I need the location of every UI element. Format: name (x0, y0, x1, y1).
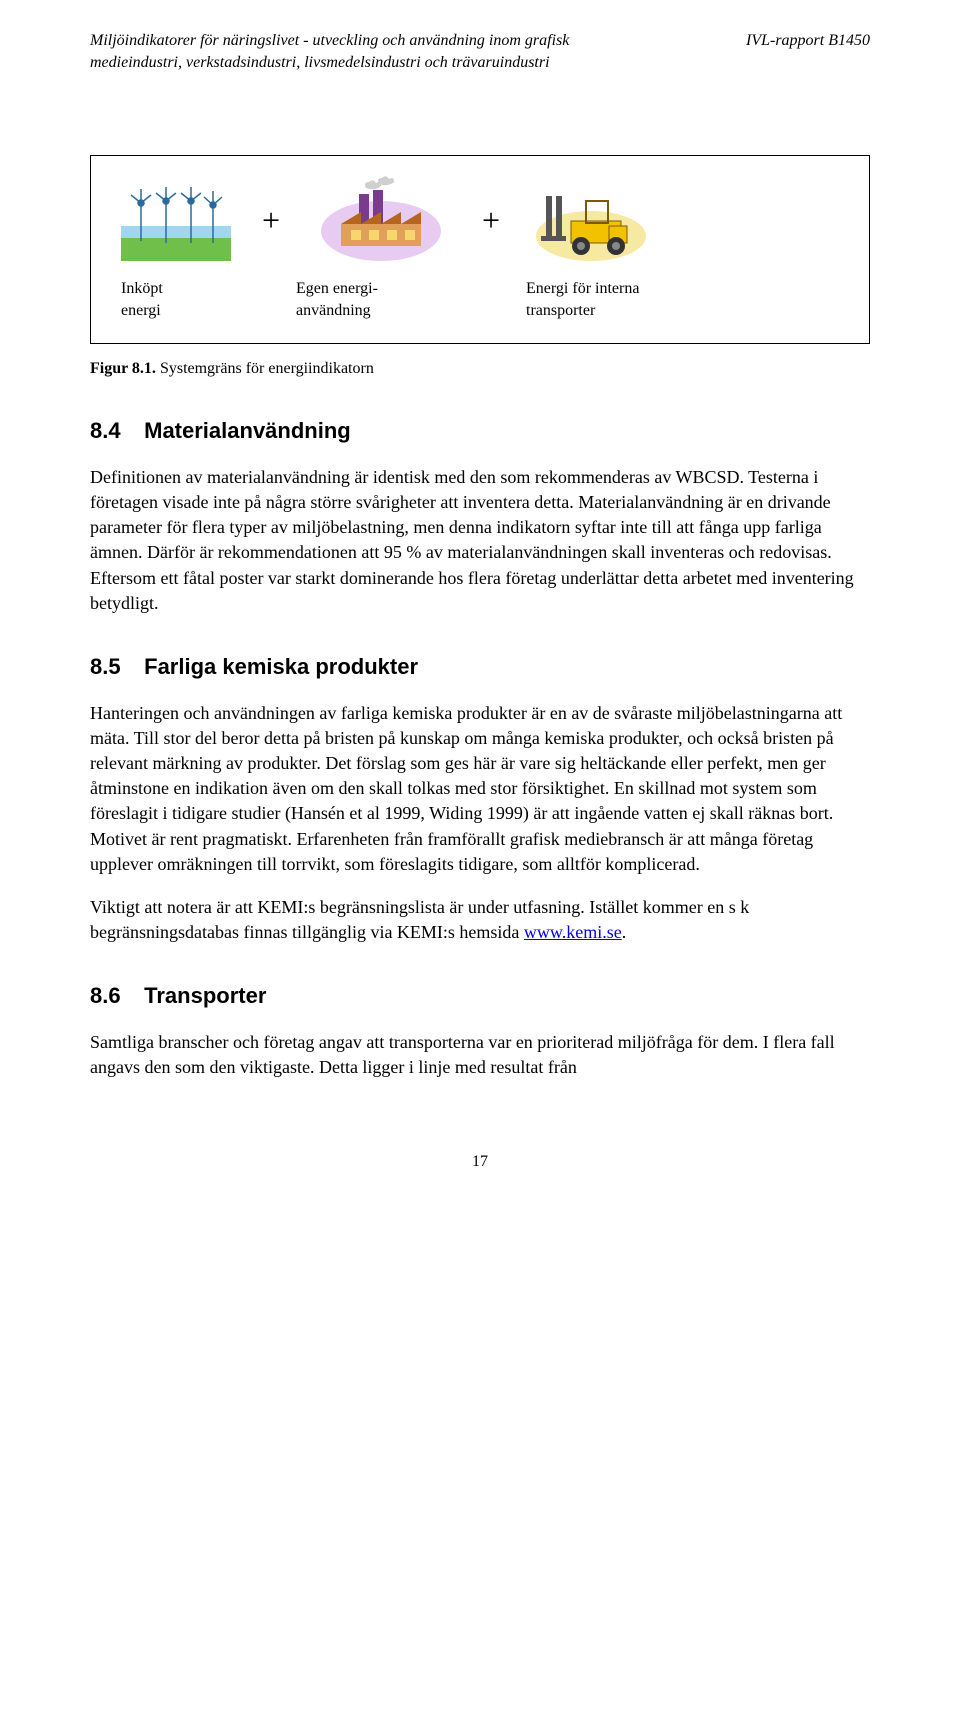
diagram-label-1-line1: Inköpt (121, 278, 296, 300)
diagram-label-3-line1: Energi för interna (526, 278, 839, 300)
plus-sign-2: + (471, 198, 511, 243)
page-header: Miljöindikatorer för näringslivet - utve… (90, 30, 870, 75)
paragraph-8-5-2-prefix: Viktigt att notera är att KEMI:s begräns… (90, 897, 749, 942)
figure-number: Figur 8.1. (90, 360, 156, 377)
heading-8-6-num: 8.6 (90, 981, 138, 1012)
diagram-label-2: Egen energi- användning (296, 278, 526, 323)
diagram-label-1: Inköpt energi (121, 278, 296, 323)
heading-8-5: 8.5 Farliga kemiska produkter (90, 652, 870, 683)
paragraph-8-4-1: Definitionen av materialanvändning är id… (90, 465, 870, 616)
header-left-line2: medieindustri, verkstadsindustri, livsme… (90, 52, 569, 74)
figure-caption-text: Systemgräns för energiindikatorn (156, 360, 374, 377)
plus-sign-1: + (251, 198, 291, 243)
heading-8-5-num: 8.5 (90, 652, 138, 683)
diagram-label-2-line2: användning (296, 300, 526, 322)
paragraph-8-5-2: Viktigt att notera är att KEMI:s begräns… (90, 895, 870, 945)
header-left-line1: Miljöindikatorer för näringslivet - utve… (90, 30, 569, 52)
heading-8-5-title: Farliga kemiska produkter (144, 654, 418, 679)
diagram-label-1-line2: energi (121, 300, 296, 322)
diagram-label-2-line1: Egen energi- (296, 278, 526, 300)
wind-turbine-icon (121, 181, 231, 261)
kemi-link[interactable]: www.kemi.se (524, 922, 622, 942)
paragraph-8-6-1: Samtliga branscher och företag angav att… (90, 1030, 870, 1080)
paragraph-8-5-2-suffix: . (622, 922, 627, 942)
diagram-label-3: Energi för interna transporter (526, 278, 839, 323)
heading-8-4: 8.4 Materialanvändning (90, 416, 870, 447)
header-left: Miljöindikatorer för näringslivet - utve… (90, 30, 569, 75)
heading-8-4-num: 8.4 (90, 416, 138, 447)
heading-8-6-title: Transporter (144, 983, 266, 1008)
diagram-label-row: Inköpt energi Egen energi- användning En… (121, 278, 839, 323)
heading-8-4-title: Materialanvändning (144, 418, 351, 443)
paragraph-8-5-1: Hanteringen och användningen av farliga … (90, 701, 870, 877)
figure-caption: Figur 8.1. Systemgräns för energiindikat… (90, 358, 870, 380)
diagram-label-3-line2: transporter (526, 300, 839, 322)
page-number: 17 (90, 1151, 870, 1173)
heading-8-6: 8.6 Transporter (90, 981, 870, 1012)
factory-icon (311, 176, 451, 266)
diagram-icon-row: + + (121, 176, 839, 266)
header-right: IVL-rapport B1450 (746, 30, 870, 75)
forklift-icon (531, 176, 651, 266)
energy-diagram-box: + + (90, 155, 870, 344)
